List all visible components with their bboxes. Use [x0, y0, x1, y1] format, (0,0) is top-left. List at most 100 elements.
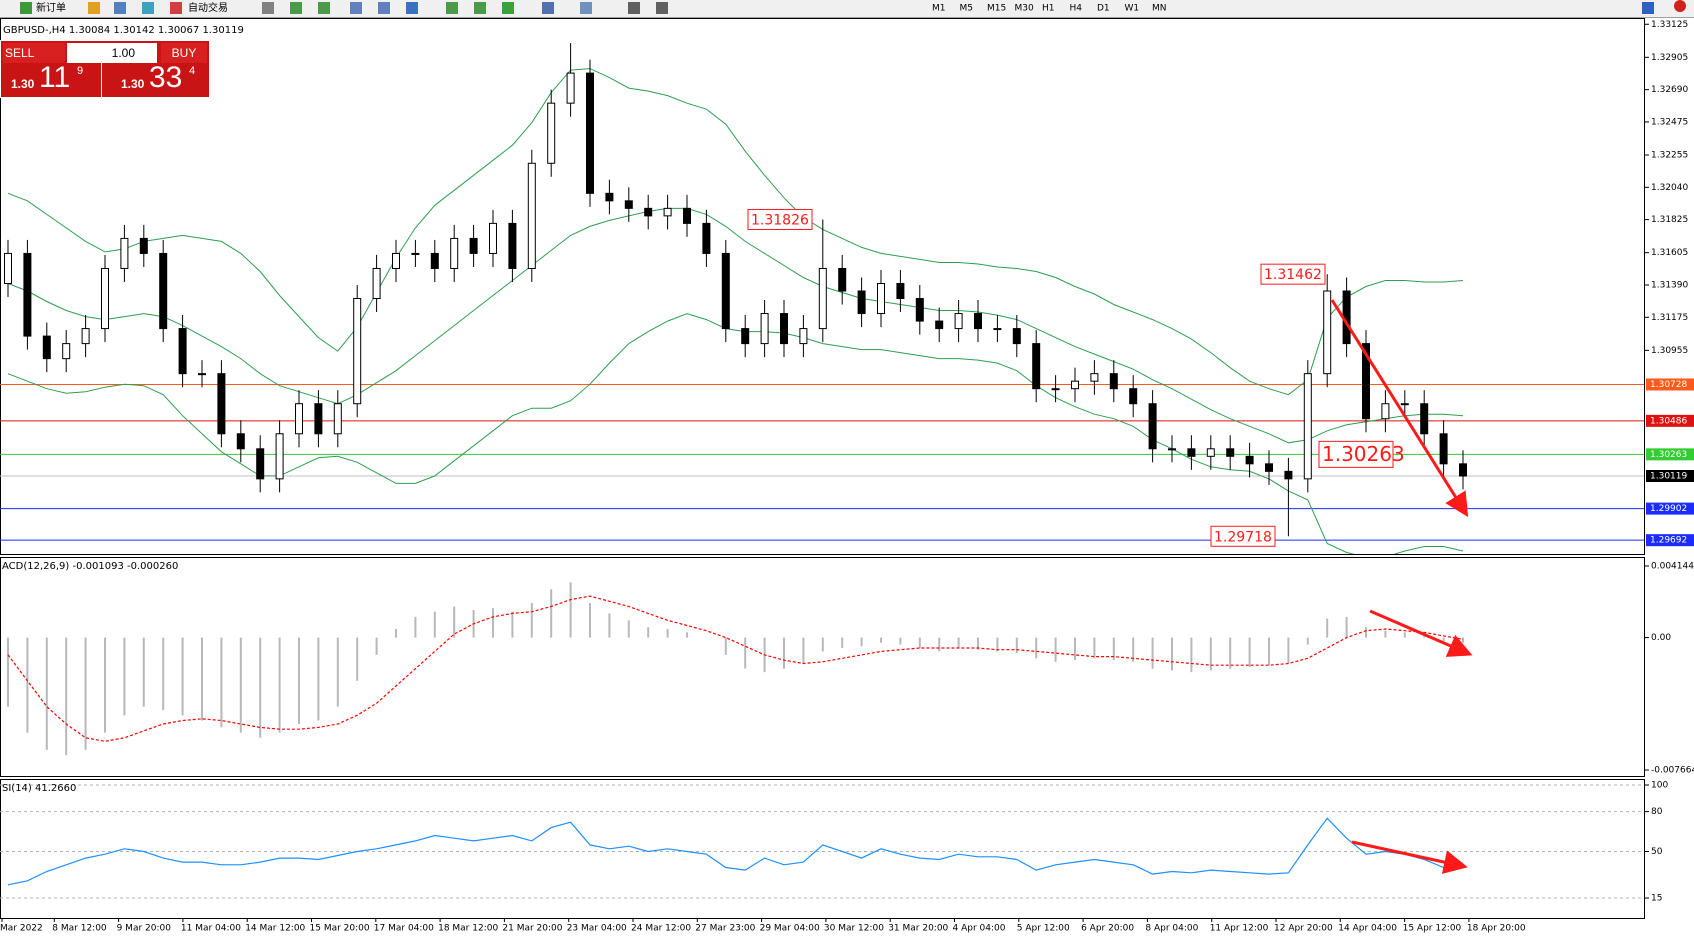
x-tick-label: 8 Mar 12:00 — [52, 924, 107, 934]
x-tick-label: 18 Mar 12:00 — [438, 924, 498, 934]
candle-body — [159, 252, 168, 330]
icon[interactable] — [142, 2, 154, 14]
candle-body — [1129, 388, 1138, 405]
icon[interactable] — [656, 2, 668, 14]
sell-button[interactable]: SELL — [3, 43, 65, 63]
y-tick-label: 1.33125 — [1651, 20, 1688, 30]
macd-plot — [7, 582, 1464, 756]
candle-body — [760, 313, 769, 345]
candle-body — [1284, 470, 1293, 480]
x-tick-label: 14 Apr 04:00 — [1338, 924, 1397, 934]
candle-body — [780, 313, 788, 345]
timeframe[interactable]: M1 — [932, 4, 946, 14]
icon[interactable] — [502, 2, 514, 14]
candle-body — [566, 72, 575, 104]
trend-arrow — [1351, 840, 1468, 874]
timeframe[interactable]: M30 — [1015, 4, 1034, 14]
level-label: 1.30486 — [1650, 416, 1687, 426]
x-tick-label: 6 Apr 20:00 — [1081, 924, 1134, 934]
trend-arrow — [1369, 609, 1473, 657]
x-tick-label: 8 Apr 04:00 — [1145, 924, 1198, 934]
icon[interactable] — [1674, 0, 1686, 12]
candle-body — [1400, 403, 1409, 406]
icon[interactable] — [378, 2, 390, 14]
candle-body — [1420, 403, 1429, 435]
y-tick-label: 1.31605 — [1651, 248, 1688, 258]
buy-button[interactable]: BUY — [161, 43, 207, 63]
timeframe[interactable]: M5 — [960, 4, 974, 14]
icon[interactable] — [350, 2, 362, 14]
lots-input[interactable]: 1.00 — [67, 43, 157, 63]
candle-body — [1090, 373, 1099, 382]
x-tick-label: 23 Mar 04:00 — [567, 924, 627, 934]
rsi-title: SI(14) 41.2660 — [2, 783, 76, 794]
y-tick-label: 1.32255 — [1651, 151, 1688, 161]
rsi-plot — [0, 784, 1644, 899]
candle-body — [663, 207, 672, 217]
timeframe[interactable]: M15 — [987, 4, 1006, 14]
icon[interactable] — [474, 2, 486, 14]
candle-body — [469, 237, 478, 254]
timeframe[interactable]: H1 — [1042, 4, 1055, 14]
price-note-box — [1260, 263, 1326, 285]
icon[interactable] — [542, 2, 554, 14]
buy-prefix: 1.30 — [121, 77, 145, 91]
icon[interactable] — [114, 2, 126, 14]
y-tick-label: 0.00 — [1651, 633, 1671, 643]
timeframe[interactable]: D1 — [1097, 4, 1110, 14]
icon[interactable] — [262, 2, 274, 14]
new-order[interactable]: 新订单 — [36, 1, 66, 14]
candle-body — [1303, 373, 1312, 480]
candle-body — [586, 72, 594, 194]
price-plot — [0, 43, 1644, 554]
candle-body — [1187, 448, 1196, 457]
timeframe[interactable]: MN — [1152, 4, 1167, 14]
candle-body — [178, 328, 187, 375]
level-label: 1.29692 — [1650, 536, 1687, 546]
icon[interactable] — [1642, 2, 1654, 14]
icon[interactable] — [628, 2, 640, 14]
price-note: 1.29718 — [1214, 529, 1272, 545]
candle-body — [450, 237, 459, 269]
x-tick-label: 11 Mar 04:00 — [181, 924, 241, 934]
icon[interactable] — [88, 2, 100, 14]
y-tick-label: 1.32905 — [1651, 53, 1688, 63]
x-tick-label: 21 Mar 20:00 — [502, 924, 562, 934]
y-tick-label: 1.32040 — [1651, 183, 1688, 193]
candle-body — [818, 267, 827, 330]
level-label: 1.30728 — [1650, 380, 1687, 390]
icon[interactable] — [20, 2, 32, 14]
x-tick-label: 15 Apr 12:00 — [1403, 924, 1462, 934]
y-tick-label: 1.32475 — [1651, 117, 1688, 127]
candle-body — [1265, 463, 1273, 472]
sell-pip: 9 — [77, 65, 84, 77]
candle-body — [411, 252, 420, 255]
candle-body — [62, 343, 71, 360]
icon[interactable] — [290, 2, 302, 14]
x-tick-label: 5 Apr 12:00 — [1017, 924, 1070, 934]
candle-body — [1168, 448, 1176, 451]
main-panel — [0, 18, 1645, 555]
timeframe[interactable]: H4 — [1070, 4, 1083, 14]
x-tick-label: 24 Mar 12:00 — [631, 924, 691, 934]
candle-body — [799, 328, 808, 345]
timeframe[interactable]: W1 — [1125, 4, 1140, 14]
bollinger-middle — [7, 207, 1464, 444]
icon[interactable] — [170, 2, 182, 14]
icon[interactable] — [446, 2, 458, 14]
y-tick-label: 1.31175 — [1651, 313, 1688, 323]
icon[interactable] — [318, 2, 330, 14]
level-tag — [1646, 470, 1694, 483]
y-tick-label: -0.007664 — [1651, 766, 1694, 776]
icon[interactable] — [406, 2, 418, 14]
candle-body — [702, 222, 711, 254]
x-tick-label: Mar 2022 — [0, 924, 43, 934]
autotrading[interactable]: 自动交易 — [188, 1, 228, 14]
candle-body — [1459, 463, 1467, 477]
candle-body — [1439, 433, 1448, 465]
icon[interactable] — [580, 2, 592, 14]
candle-body — [877, 282, 885, 315]
price-note-box — [1210, 525, 1276, 547]
